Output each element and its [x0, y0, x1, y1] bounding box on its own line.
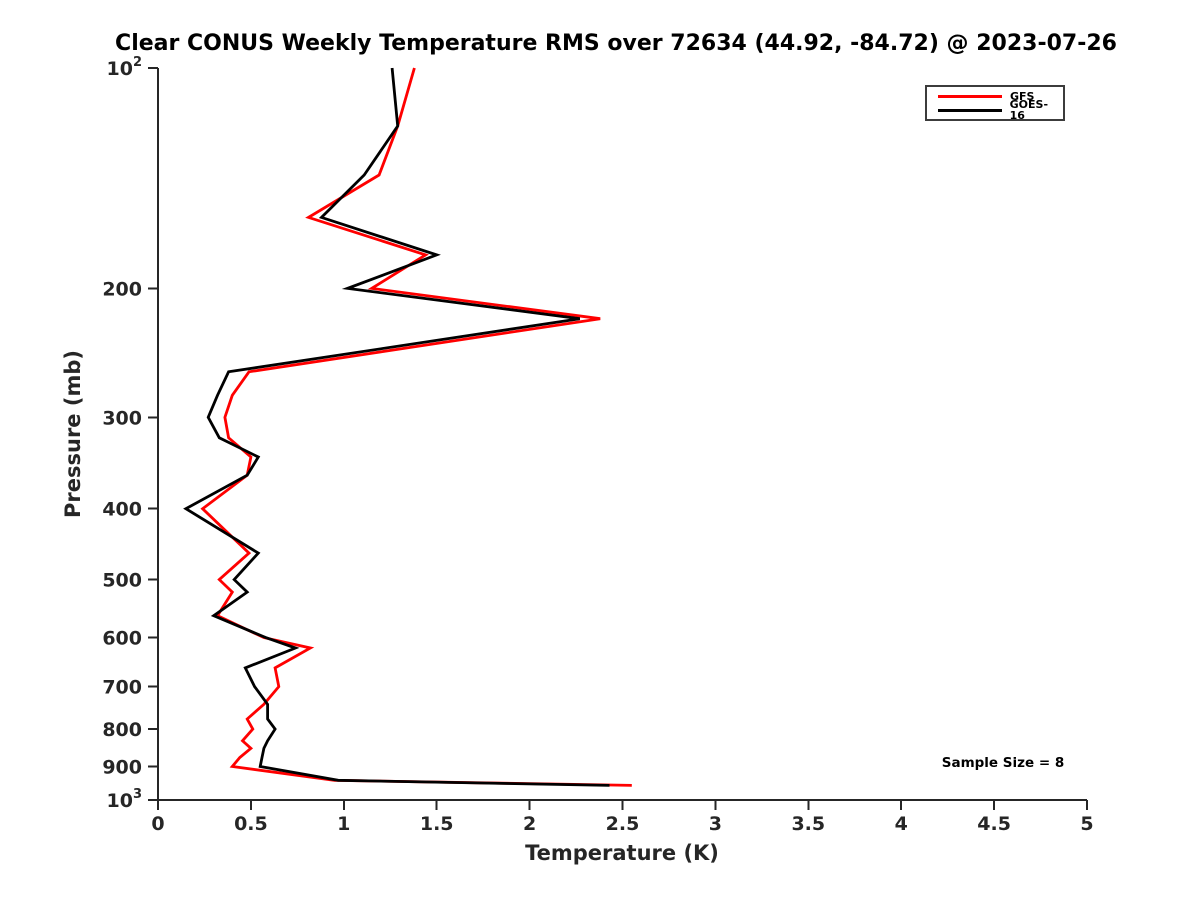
y-tick-label: 102	[107, 55, 143, 80]
y-tick-label: 600	[102, 628, 142, 650]
legend-row-gfs: GFS	[938, 91, 1063, 102]
chart-title: Clear CONUS Weekly Temperature RMS over …	[115, 31, 1117, 56]
x-tick-label: 1.5	[420, 813, 454, 835]
x-tick-label: 0	[151, 813, 164, 835]
y-tick-label: 200	[102, 278, 142, 300]
x-tick-label: 2.5	[606, 813, 640, 835]
y-tick-label: 103	[107, 787, 143, 812]
y-tick-label: 800	[102, 719, 142, 741]
legend: GFS GOES-16	[925, 85, 1065, 121]
y-tick-label: 500	[102, 570, 142, 592]
legend-line-gfs	[938, 94, 1002, 98]
series-gfs-line	[200, 67, 632, 787]
x-tick-label: 0.5	[234, 813, 268, 835]
x-tick-label: 1	[337, 813, 350, 835]
axis-ticks	[148, 67, 1088, 810]
y-tick-label: 900	[102, 757, 142, 779]
legend-row-goes16: GOES-16	[938, 99, 1063, 121]
axes	[157, 68, 1087, 801]
axis-tick-labels: 102 200 300 400 500 600 700 800 900 103 0 0.5 1 1.5 2 2…	[102, 55, 1093, 835]
y-tick-label: 400	[102, 499, 142, 521]
x-tick-label: 3	[709, 813, 722, 835]
sample-size-annotation: Sample Size = 8	[941, 755, 1065, 771]
legend-label-gfs: GFS	[1010, 89, 1035, 103]
legend-label-goes16: GOES-16	[1009, 98, 1049, 122]
legend-line-goes16	[938, 108, 1002, 112]
y-tick-label: 700	[102, 677, 142, 699]
x-tick-label: 2	[523, 813, 536, 835]
data-series	[183, 67, 632, 787]
series-goes-16-line	[183, 67, 610, 787]
y-axis-label: Pressure (mb)	[61, 350, 85, 518]
y-tick-label: 300	[102, 407, 142, 429]
x-axis-label: Temperature (K)	[525, 841, 719, 865]
x-tick-label: 4	[895, 813, 908, 835]
x-tick-label: 3.5	[791, 813, 825, 835]
x-tick-label: 5	[1080, 813, 1093, 835]
x-tick-label: 4.5	[977, 813, 1011, 835]
